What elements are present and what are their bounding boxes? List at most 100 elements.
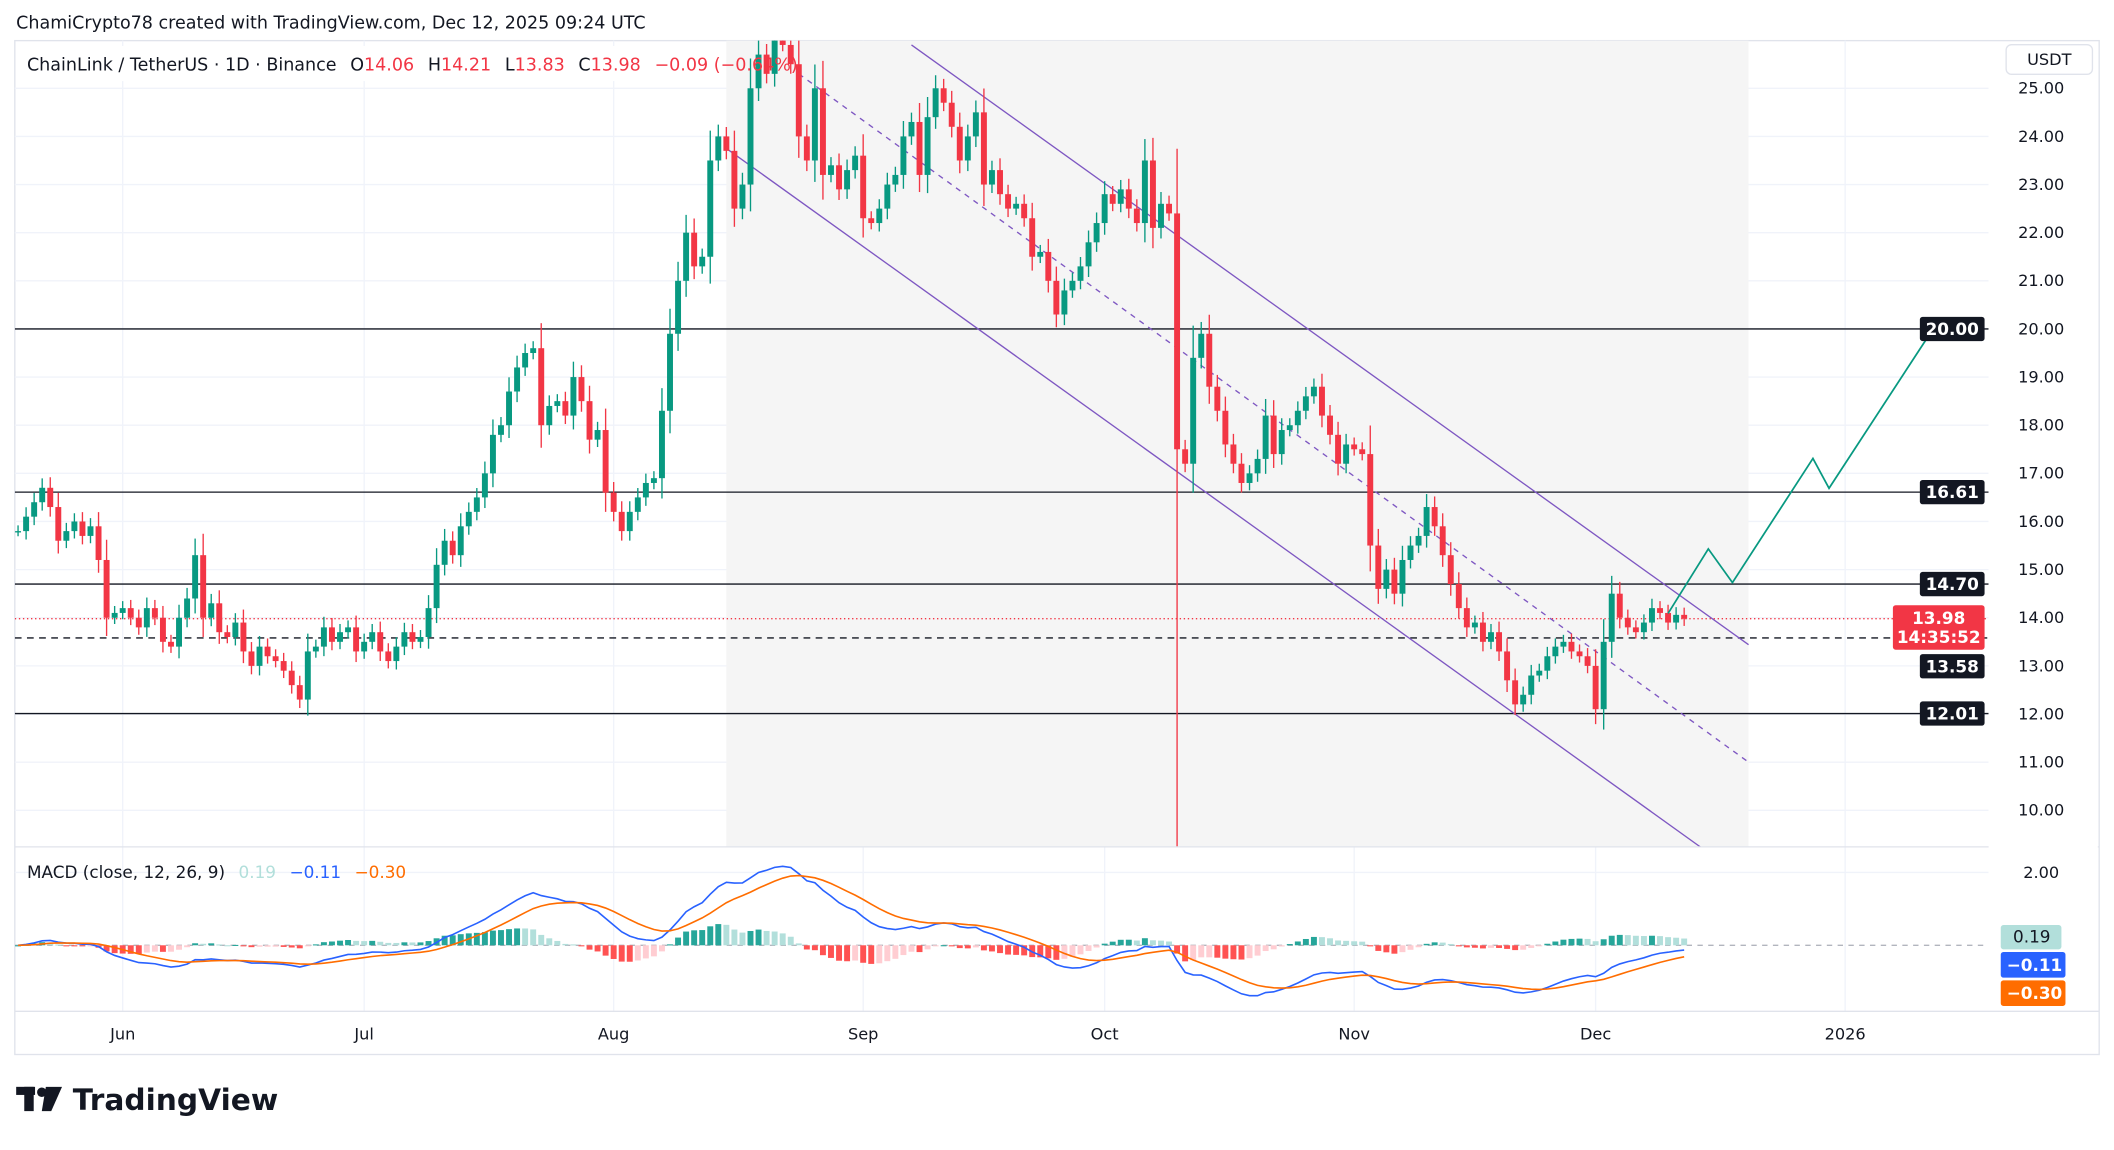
macd-hist-bar (546, 938, 553, 946)
macd-hist-bar (1061, 945, 1068, 959)
macd-hist-bar (1327, 938, 1333, 946)
candle-body (546, 405, 553, 426)
candle-body (699, 256, 706, 267)
macd-hist-bar (1318, 937, 1325, 946)
macd-hist-bar (489, 930, 496, 946)
macd-hist-bar (393, 942, 400, 946)
macd-hist-bar (127, 945, 134, 954)
candle-body (369, 632, 376, 642)
macd-signal-tag: −0.30 (2000, 980, 2066, 1006)
candle-body (618, 511, 625, 532)
candle-body (675, 280, 682, 334)
macd-hist-bar (401, 942, 408, 946)
candle-body (908, 121, 915, 137)
candle-body (1045, 251, 1052, 281)
candle-body (811, 88, 818, 161)
candle-body (1254, 458, 1261, 474)
channel-lower-line (725, 147, 1701, 847)
macd-hist-bar (184, 945, 191, 948)
candle-body (1158, 203, 1164, 228)
candle-body (924, 117, 931, 175)
candle-body (1560, 641, 1567, 647)
macd-hist-bar (1471, 945, 1478, 948)
candle-body (489, 434, 496, 474)
macd-hist-bar (1085, 945, 1092, 951)
channel-upper-line (911, 44, 1749, 646)
candle-body (1544, 656, 1551, 671)
level-tag-bg (1919, 571, 1985, 597)
macd-hist-bar (1415, 945, 1422, 948)
currency-button[interactable]: USDT (2005, 43, 2094, 76)
candle-body (401, 632, 408, 647)
candle-body (1302, 396, 1309, 411)
candle-body (296, 685, 303, 700)
macd-hist-bar (626, 945, 633, 962)
price-axis[interactable] (1988, 41, 2098, 1012)
macd-hist-bar (1455, 945, 1462, 947)
macd-hist-value: 0.19 (239, 862, 277, 882)
candle-body (900, 136, 907, 175)
candle-body (803, 136, 810, 161)
macd-hist-bar (208, 943, 215, 946)
candle-body (280, 661, 287, 671)
candle-body (304, 651, 311, 700)
candle-body (1230, 444, 1237, 464)
macd-y-tick: 2.00 (2023, 863, 2059, 882)
candle-body (103, 559, 110, 618)
time-tick-label: Sep (848, 1025, 878, 1044)
macd-hist-bar (1367, 945, 1374, 947)
macd-hist-bar (288, 945, 295, 948)
candle-body (200, 555, 207, 618)
macd-hist-bar (55, 944, 62, 946)
macd-hist-bar (844, 945, 851, 962)
macd-hist-bar (731, 929, 738, 946)
macd-hist-bar (1608, 935, 1615, 946)
level-tag-bg (1919, 701, 1985, 726)
macd-hist-bar (683, 931, 690, 946)
time-tick-label: Jun (109, 1025, 135, 1044)
candle-body (1198, 333, 1205, 358)
macd-hist-bar (345, 940, 352, 946)
macd-hist-bar (1246, 945, 1253, 959)
candle-body (602, 430, 609, 493)
candle-body (932, 88, 939, 118)
macd-hist-bar (1238, 945, 1245, 960)
candle-body (1359, 449, 1366, 455)
horizontal-levels (14, 328, 1989, 715)
macd-legend[interactable]: MACD (close, 12, 26, 9) 0.19 −0.11 −0.30 (27, 862, 406, 882)
candle-body (1471, 622, 1478, 628)
macd-hist-bar (449, 935, 456, 946)
candle-body (988, 170, 995, 185)
candle-body (288, 670, 295, 686)
macd-hist-bar (1005, 945, 1012, 955)
macd-hist-bar (87, 945, 94, 947)
candle-body (1447, 555, 1454, 585)
candle-body (787, 44, 794, 65)
macd-hist-bar (409, 942, 416, 946)
macd-hist-bar (176, 945, 182, 950)
macd-hist-bar (860, 945, 867, 963)
macd-hist-bar (1584, 938, 1591, 946)
attribution-text: ChamiCrypto78 created with TradingView.c… (16, 13, 646, 33)
macd-hist-bar (892, 945, 899, 959)
macd-hist-bar (1496, 945, 1503, 948)
candle-body (1657, 608, 1663, 613)
macd-hist-bar (1399, 945, 1406, 953)
candle-body (1286, 425, 1293, 431)
candle-body (1488, 632, 1494, 642)
countdown-timer: 14:35:52 (1897, 627, 1981, 647)
macd-hist-bar (151, 945, 158, 952)
tradingview-logo[interactable]: TradingView (16, 1082, 278, 1117)
macd-hist-bar (369, 940, 376, 946)
macd-hist-bar (900, 945, 907, 956)
macd-hist-bar (514, 928, 521, 946)
time-axis[interactable]: Jun Jul Aug Sep Oct Nov Dec 2026 (109, 1025, 1866, 1044)
candle-body (1616, 593, 1623, 618)
candle-body (1504, 651, 1511, 681)
candle-body (481, 473, 488, 498)
symbol-legend[interactable]: ChainLink / TetherUS · 1D · Binance O14.… (27, 55, 798, 75)
projection-polyline (1667, 327, 1935, 614)
candle-body (1600, 641, 1607, 710)
macd-hist-bar (916, 945, 923, 953)
